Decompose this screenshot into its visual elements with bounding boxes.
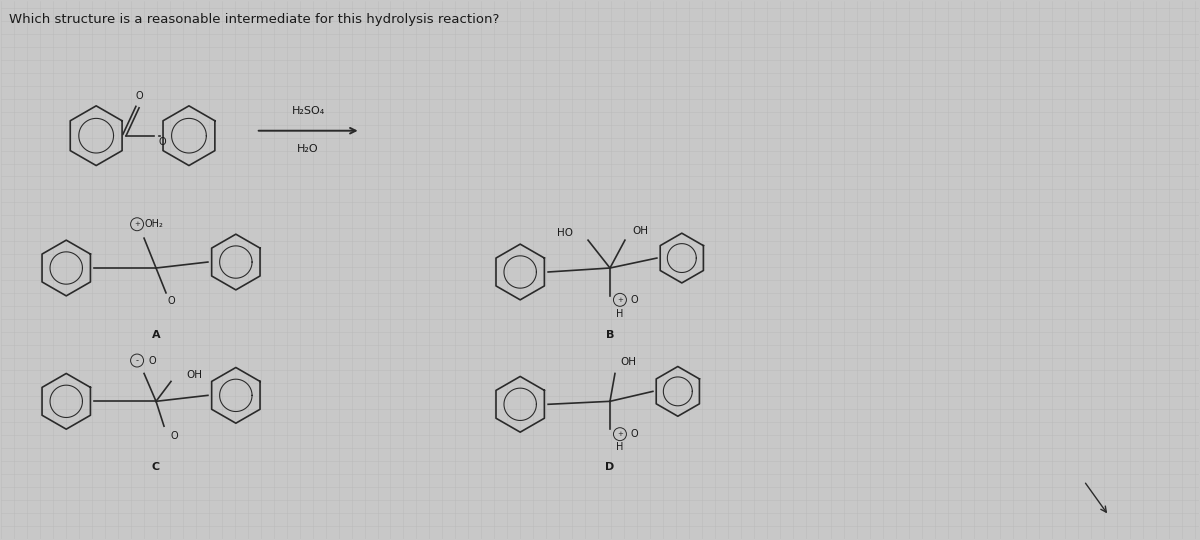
Text: H: H — [617, 309, 624, 319]
Text: OH: OH — [632, 226, 648, 236]
Text: OH: OH — [186, 370, 202, 381]
Text: B: B — [606, 329, 614, 340]
Text: H: H — [617, 442, 624, 452]
Text: +: + — [617, 297, 623, 303]
Text: OH₂: OH₂ — [144, 219, 163, 230]
Text: O: O — [158, 137, 166, 147]
Text: O: O — [170, 431, 178, 441]
Text: +: + — [134, 221, 140, 227]
Text: C: C — [152, 462, 160, 472]
Text: D: D — [605, 462, 614, 472]
Text: Which structure is a reasonable intermediate for this hydrolysis reaction?: Which structure is a reasonable intermed… — [10, 14, 499, 26]
Text: O: O — [630, 429, 637, 439]
Text: O: O — [149, 355, 156, 366]
Text: H₂SO₄: H₂SO₄ — [292, 106, 325, 116]
Text: -: - — [136, 356, 138, 365]
Text: HO: HO — [557, 228, 574, 238]
Text: OH: OH — [620, 356, 636, 367]
Text: A: A — [151, 329, 161, 340]
Text: O: O — [630, 295, 637, 305]
Text: H₂O: H₂O — [298, 144, 319, 153]
Text: O: O — [136, 91, 143, 101]
Text: O: O — [167, 296, 175, 306]
Text: +: + — [617, 431, 623, 437]
